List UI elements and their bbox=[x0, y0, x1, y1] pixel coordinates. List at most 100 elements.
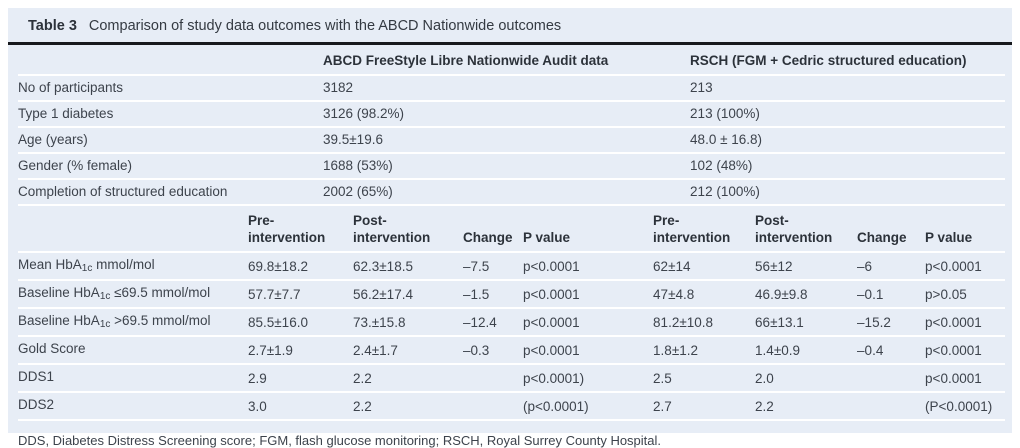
cell-rsch-change: –6 bbox=[857, 252, 926, 281]
group-header-spacer bbox=[18, 45, 248, 76]
cell-abcd-pre: 2.7±1.9 bbox=[248, 336, 353, 365]
cell-rsch-pre: 47±4.8 bbox=[653, 280, 756, 309]
cell-abcd-pvalue: p<0.0001) bbox=[523, 364, 654, 393]
cell-rsch-value: 212 (100%) bbox=[653, 179, 1006, 206]
cell-rsch-change bbox=[857, 364, 926, 393]
hba1c-subscript: 1c bbox=[99, 319, 111, 330]
cell-abcd-pre: 69.8±18.2 bbox=[248, 252, 353, 281]
cell-rsch-pre: 2.7 bbox=[653, 392, 756, 421]
table-row-gender: Gender (% female) 1688 (53%) 102 (48%) bbox=[18, 153, 1006, 180]
row-label: Baseline HbA1c >69.5 mmol/mol bbox=[18, 308, 248, 337]
cell-abcd-post: 2.2 bbox=[353, 392, 463, 421]
cell-abcd-change: –0.3 bbox=[463, 336, 523, 365]
cell-abcd-pvalue: p<0.0001 bbox=[523, 280, 654, 309]
row-label: DDS2 bbox=[18, 392, 248, 421]
table-panel: Table 3 Comparison of study data outcomes… bbox=[8, 8, 1012, 448]
cell-rsch-pvalue: p<0.0001 bbox=[925, 336, 1006, 365]
cell-rsch-post: 56±12 bbox=[755, 252, 858, 281]
sub-header-row: Pre- intervention Post- intervention Cha… bbox=[18, 205, 1006, 253]
cell-abcd-pre: 3.0 bbox=[248, 392, 353, 421]
cell-rsch-pvalue: p<0.0001 bbox=[925, 364, 1006, 393]
cell-rsch-change: –15.2 bbox=[857, 308, 926, 337]
cell-rsch-post: 66±13.1 bbox=[755, 308, 858, 337]
cell-abcd-value: 2002 (65%) bbox=[248, 179, 654, 206]
hba1c-subscript: 1c bbox=[81, 263, 93, 274]
cell-abcd-change bbox=[463, 392, 523, 421]
cell-abcd-post: 62.3±18.5 bbox=[353, 252, 463, 281]
cell-rsch-pre: 62±14 bbox=[653, 252, 756, 281]
row-label: Gender (% female) bbox=[18, 153, 248, 180]
table-title: Table 3 Comparison of study data outcomes… bbox=[8, 8, 1012, 45]
cell-rsch-post: 1.4±0.9 bbox=[755, 336, 858, 365]
cell-abcd-pvalue: p<0.0001 bbox=[523, 252, 654, 281]
cell-abcd-post: 2.4±1.7 bbox=[353, 336, 463, 365]
col-header-abcd-pre: Pre- intervention bbox=[248, 205, 353, 253]
cell-rsch-pre: 1.8±1.2 bbox=[653, 336, 756, 365]
table-row-education-completion: Completion of structured education 2002 … bbox=[18, 179, 1006, 206]
group-header-abcd: ABCD FreeStyle Libre Nationwide Audit da… bbox=[248, 45, 654, 76]
cell-rsch-pre: 2.5 bbox=[653, 364, 756, 393]
col-header-rsch-post: Post- intervention bbox=[755, 205, 858, 253]
table-row-baseline-hba1c-low: Baseline HbA1c ≤69.5 mmol/mol 57.7±7.7 5… bbox=[18, 280, 1006, 309]
table-row-dds2: DDS2 3.0 2.2 (p<0.0001) 2.7 2.2 (P<0.000… bbox=[18, 392, 1006, 421]
table-row-participants: No of participants 3182 213 bbox=[18, 75, 1006, 102]
cell-abcd-value: 3182 bbox=[248, 75, 654, 102]
cell-rsch-change: –0.4 bbox=[857, 336, 926, 365]
hba1c-subscript: 1c bbox=[99, 291, 111, 302]
table-row-dds1: DDS1 2.9 2.2 p<0.0001) 2.5 2.0 p<0.0001 bbox=[18, 364, 1006, 393]
table-row-type1-diabetes: Type 1 diabetes 3126 (98.2%) 213 (100%) bbox=[18, 101, 1006, 128]
cell-abcd-pre: 85.5±16.0 bbox=[248, 308, 353, 337]
cell-abcd-pvalue: p<0.0001 bbox=[523, 336, 654, 365]
cell-rsch-value: 48.0 ± 16.8) bbox=[653, 127, 1006, 154]
row-label: No of participants bbox=[18, 75, 248, 102]
table-number: Table 3 bbox=[28, 18, 77, 34]
cell-rsch-value: 213 (100%) bbox=[653, 101, 1006, 128]
cell-rsch-pvalue: (P<0.0001) bbox=[925, 392, 1006, 421]
row-label: Completion of structured education bbox=[18, 179, 248, 206]
table-row-mean-hba1c: Mean HbA1c mmol/mol 69.8±18.2 62.3±18.5 … bbox=[18, 252, 1006, 281]
table-row-baseline-hba1c-high: Baseline HbA1c >69.5 mmol/mol 85.5±16.0 … bbox=[18, 308, 1006, 337]
col-header-rsch-change: Change bbox=[857, 205, 926, 253]
cell-rsch-post: 2.2 bbox=[755, 392, 858, 421]
cell-rsch-change bbox=[857, 392, 926, 421]
cell-abcd-post: 2.2 bbox=[353, 364, 463, 393]
col-header-abcd-change: Change bbox=[463, 205, 523, 253]
table-row-age: Age (years) 39.5±19.6 48.0 ± 16.8) bbox=[18, 127, 1006, 154]
cell-rsch-value: 102 (48%) bbox=[653, 153, 1006, 180]
cell-abcd-post: 73.±15.8 bbox=[353, 308, 463, 337]
row-label: DDS1 bbox=[18, 364, 248, 393]
cell-abcd-pvalue: (p<0.0001) bbox=[523, 392, 654, 421]
cell-abcd-change: –1.5 bbox=[463, 280, 523, 309]
cell-abcd-pvalue: p<0.0001 bbox=[523, 308, 654, 337]
cell-rsch-pvalue: p<0.0001 bbox=[925, 308, 1006, 337]
cell-rsch-post: 2.0 bbox=[755, 364, 858, 393]
row-label: Gold Score bbox=[18, 336, 248, 365]
table-caption: Comparison of study data outcomes with t… bbox=[88, 18, 562, 34]
cell-rsch-pvalue: p>0.05 bbox=[925, 280, 1006, 309]
cell-abcd-value: 39.5±19.6 bbox=[248, 127, 654, 154]
cell-abcd-value: 1688 (53%) bbox=[248, 153, 654, 180]
cell-abcd-pre: 57.7±7.7 bbox=[248, 280, 353, 309]
row-label: Type 1 diabetes bbox=[18, 101, 248, 128]
group-header-row: ABCD FreeStyle Libre Nationwide Audit da… bbox=[18, 45, 1006, 76]
cell-rsch-value: 213 bbox=[653, 75, 1006, 102]
group-header-rsch: RSCH (FGM + Cedric structured education) bbox=[653, 45, 1006, 76]
row-label: Baseline HbA1c ≤69.5 mmol/mol bbox=[18, 280, 248, 309]
row-label: Age (years) bbox=[18, 127, 248, 154]
col-header-abcd-pvalue: P value bbox=[523, 205, 654, 253]
comparison-table: ABCD FreeStyle Libre Nationwide Audit da… bbox=[18, 45, 1006, 421]
cell-abcd-post: 56.2±17.4 bbox=[353, 280, 463, 309]
col-header-abcd-post: Post- intervention bbox=[353, 205, 463, 253]
cell-rsch-pre: 81.2±10.8 bbox=[653, 308, 756, 337]
cell-abcd-change bbox=[463, 364, 523, 393]
cell-abcd-change: –12.4 bbox=[463, 308, 523, 337]
cell-rsch-pvalue: p<0.0001 bbox=[925, 252, 1006, 281]
cell-abcd-change: –7.5 bbox=[463, 252, 523, 281]
col-header-rsch-pre: Pre- intervention bbox=[653, 205, 756, 253]
row-label: Mean HbA1c mmol/mol bbox=[18, 252, 248, 281]
cell-abcd-value: 3126 (98.2%) bbox=[248, 101, 654, 128]
cell-rsch-change: –0.1 bbox=[857, 280, 926, 309]
col-header-rsch-pvalue: P value bbox=[925, 205, 1006, 253]
table-row-gold-score: Gold Score 2.7±1.9 2.4±1.7 –0.3 p<0.0001… bbox=[18, 336, 1006, 365]
sub-header-spacer bbox=[18, 205, 248, 253]
